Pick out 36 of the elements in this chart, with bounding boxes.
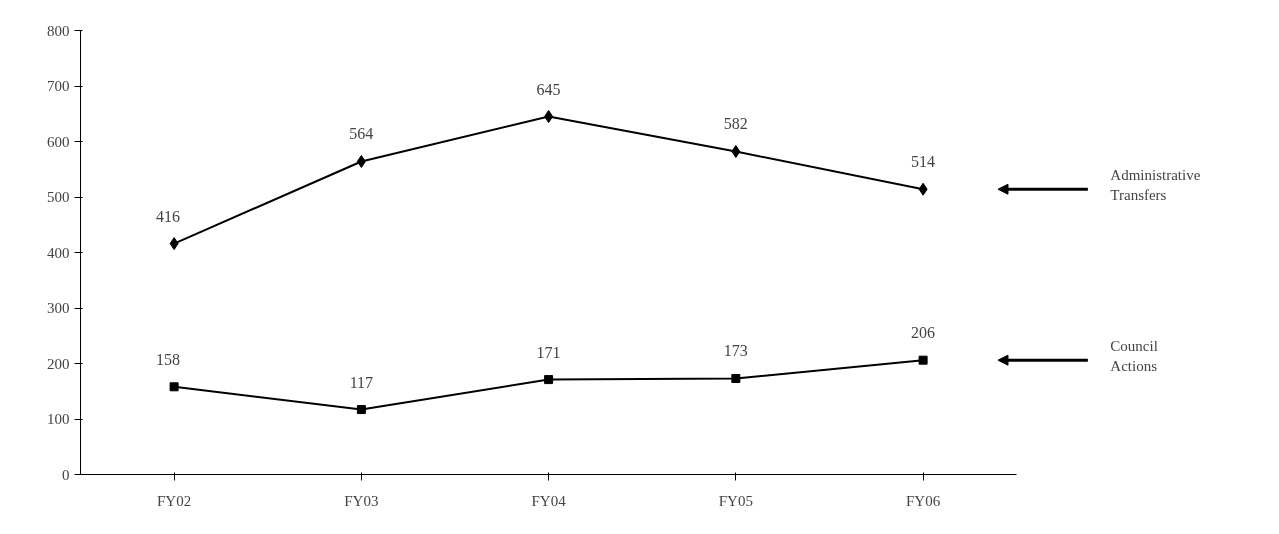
x-tick-label: FY04 — [531, 492, 567, 509]
point — [731, 373, 741, 383]
data-label: 645 — [536, 80, 561, 98]
point — [918, 355, 928, 365]
y-tick-label: 200 — [47, 355, 70, 372]
data-label: 206 — [911, 324, 936, 342]
text: Administrative Transfers — [1110, 167, 1201, 204]
data-label: 117 — [349, 373, 374, 391]
x-tick-label: FY06 — [906, 492, 941, 509]
data-label: 173 — [723, 342, 748, 360]
data-label: 582 — [723, 115, 748, 133]
x-tick-label: FY05 — [718, 492, 753, 509]
y-tick-label: 500 — [47, 189, 70, 205]
point — [169, 237, 179, 251]
point — [544, 110, 554, 124]
y-tick-label: 0 — [62, 466, 70, 483]
text: Council Actions — [1110, 338, 1158, 375]
data-label: 514 — [911, 153, 936, 171]
y-tick-label: 600 — [47, 133, 70, 150]
point — [731, 144, 741, 158]
x-tick-label: FY02 — [157, 492, 192, 509]
y-tick-label: 400 — [47, 244, 70, 261]
point — [356, 405, 366, 415]
point — [169, 382, 179, 392]
y-tick-label: 300 — [47, 300, 70, 316]
x-tick-label: FY03 — [344, 492, 379, 509]
point — [544, 375, 554, 385]
point — [918, 182, 928, 196]
y-tick-label: 100 — [47, 411, 70, 427]
data-label: 171 — [536, 343, 561, 361]
data-label: 564 — [349, 125, 374, 143]
point — [356, 154, 366, 168]
y-tick-label: 700 — [47, 78, 70, 94]
y-tick-label: 800 — [47, 22, 70, 39]
data-label: 416 — [156, 207, 181, 225]
data-label: 158 — [156, 350, 181, 368]
